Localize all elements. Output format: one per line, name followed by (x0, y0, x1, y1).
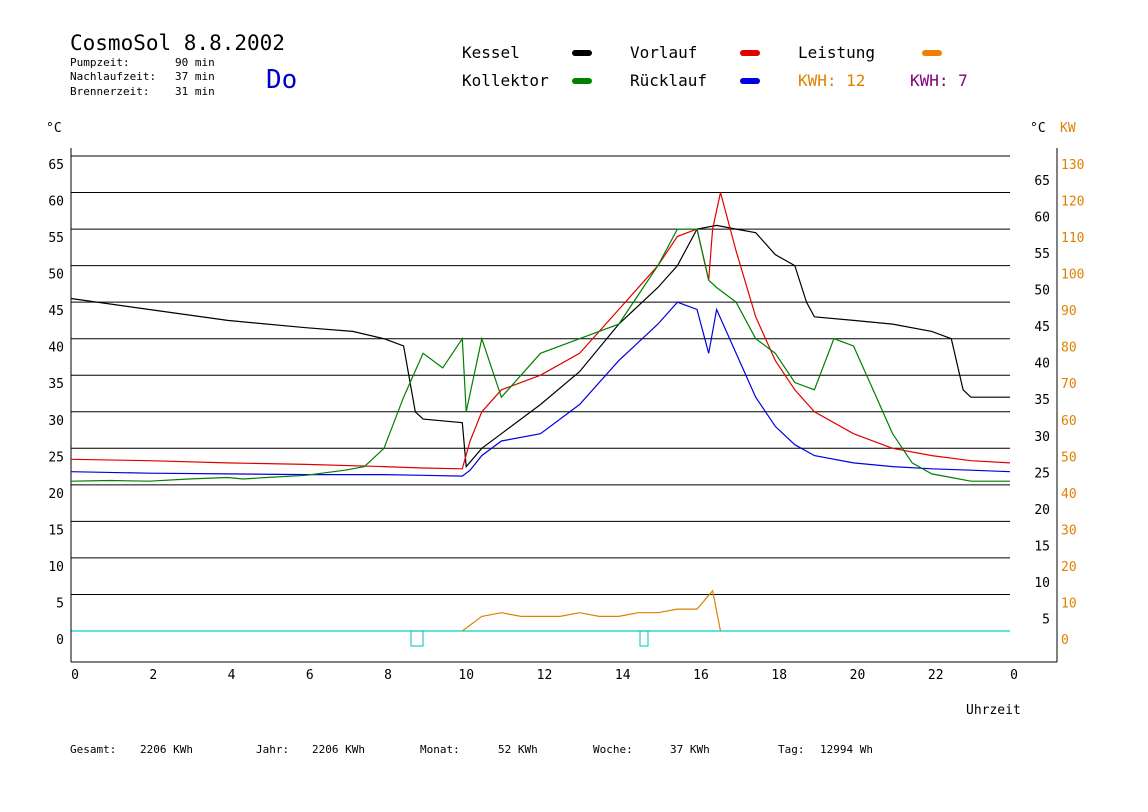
y-left-tick-label: 55 (48, 231, 64, 246)
legend-label-kollektor: Kollektor (462, 71, 549, 90)
footer-label-monat: Monat: (420, 743, 460, 756)
right-axis-unit-celsius: °C (1030, 121, 1046, 136)
footer-value-gesamt: 2206 KWh (140, 743, 193, 756)
series-line-leistung (461, 589, 722, 632)
series-line-kollektor (70, 228, 1010, 482)
y-right-c-tick-label: 45 (1034, 320, 1050, 335)
legend-label-vorlauf: Vorlauf (630, 43, 697, 62)
weekday-label: Do (266, 65, 297, 95)
y-left-tick-label: 5 (56, 596, 64, 611)
legend-label-kessel: Kessel (462, 43, 520, 62)
series-lines (70, 192, 1011, 632)
series-line-vorlauf (70, 192, 1011, 470)
x-tick-label: 6 (306, 668, 314, 683)
y-right-kw-tick-label: 110 (1061, 231, 1084, 246)
footer-label-tag: Tag: (778, 743, 805, 756)
y-right-kw-tick-label: 80 (1061, 341, 1077, 356)
x-tick-label: 2 (149, 668, 157, 683)
tick-labels: 0510152025303540455055606551015202530354… (48, 158, 1084, 683)
burner-marker (639, 630, 649, 647)
y-right-kw-tick-label: 40 (1061, 487, 1077, 502)
left-axis-unit: °C (46, 121, 62, 136)
footer-value-woche: 37 KWh (670, 743, 710, 756)
y-right-c-tick-label: 60 (1034, 211, 1050, 226)
info-label-brennerzeit: Brennerzeit: (70, 85, 149, 98)
y-right-kw-tick-label: 50 (1061, 450, 1077, 465)
y-right-c-tick-label: 50 (1034, 284, 1050, 299)
y-right-c-tick-label: 35 (1034, 393, 1050, 408)
footer-label-gesamt: Gesamt: (70, 743, 116, 756)
y-left-tick-label: 15 (48, 523, 64, 538)
chart-title: CosmoSol 8.8.2002 (70, 31, 285, 55)
y-right-kw-tick-label: 70 (1061, 377, 1077, 392)
x-tick-label: 0 (71, 668, 79, 683)
y-right-c-tick-label: 20 (1034, 503, 1050, 518)
y-right-kw-tick-label: 90 (1061, 304, 1077, 319)
footer-label-jahr: Jahr: (256, 743, 289, 756)
kwh-total-leistung: KWH: 12 (798, 71, 865, 90)
x-tick-label: 4 (228, 668, 236, 683)
x-tick-label: 14 (615, 668, 631, 683)
y-left-tick-label: 60 (48, 195, 64, 210)
x-tick-label: 12 (537, 668, 553, 683)
axes (70, 148, 1058, 663)
y-right-c-tick-label: 30 (1034, 430, 1050, 445)
kwh-total-secondary: KWH: 7 (910, 71, 968, 90)
y-left-tick-label: 65 (48, 158, 64, 173)
footer-value-jahr: 2206 KWh (312, 743, 365, 756)
y-right-kw-tick-label: 30 (1061, 523, 1077, 538)
y-left-tick-label: 45 (48, 304, 64, 319)
y-right-kw-tick-label: 100 (1061, 268, 1084, 283)
y-right-kw-tick-label: 20 (1061, 560, 1077, 575)
y-right-kw-tick-label: 60 (1061, 414, 1077, 429)
y-right-kw-tick-label: 10 (1061, 596, 1077, 611)
y-right-c-tick-label: 25 (1034, 466, 1050, 481)
right-axis-unit-kw: KW (1060, 121, 1076, 136)
y-right-c-tick-label: 55 (1034, 247, 1050, 262)
y-left-tick-label: 0 (56, 633, 64, 648)
legend-label-ruecklauf: Rücklauf (630, 71, 707, 90)
y-left-tick-label: 40 (48, 341, 64, 356)
y-left-tick-label: 10 (48, 560, 64, 575)
footer-label-woche: Woche: (593, 743, 633, 756)
footer-value-tag: 12994 Wh (820, 743, 873, 756)
series-line-rücklauf (70, 301, 1011, 477)
y-right-c-tick-label: 10 (1034, 576, 1050, 591)
info-label-pumpzeit: Pumpzeit: (70, 56, 130, 69)
footer-value-monat: 52 KWh (498, 743, 538, 756)
x-tick-label: 20 (850, 668, 866, 683)
burner-marker (410, 630, 424, 647)
y-right-kw-tick-label: 130 (1061, 158, 1084, 173)
info-value-pumpzeit: 90 min (175, 56, 215, 69)
x-tick-label: 22 (928, 668, 944, 683)
x-tick-label: 0 (1010, 668, 1018, 683)
x-tick-label: 10 (458, 668, 474, 683)
y-left-tick-label: 50 (48, 268, 64, 283)
info-value-brennerzeit: 31 min (175, 85, 215, 98)
x-tick-label: 8 (384, 668, 392, 683)
y-right-c-tick-label: 40 (1034, 357, 1050, 372)
x-tick-label: 16 (693, 668, 709, 683)
y-right-kw-tick-label: 120 (1061, 195, 1084, 210)
y-left-tick-label: 35 (48, 377, 64, 392)
y-right-c-tick-label: 65 (1034, 174, 1050, 189)
y-right-c-tick-label: 5 (1042, 612, 1050, 627)
series-line-kessel (70, 224, 1010, 469)
grid-lines (71, 155, 1010, 647)
y-right-c-tick-label: 15 (1034, 539, 1050, 554)
y-left-tick-label: 30 (48, 414, 64, 429)
y-right-kw-tick-label: 0 (1061, 633, 1069, 648)
y-left-tick-label: 20 (48, 487, 64, 502)
info-value-nachlaufzeit: 37 min (175, 70, 215, 83)
y-left-tick-label: 25 (48, 450, 64, 465)
legend-label-leistung: Leistung (798, 43, 875, 62)
info-label-nachlaufzeit: Nachlaufzeit: (70, 70, 156, 83)
x-axis-label: Uhrzeit (966, 703, 1021, 718)
x-tick-label: 18 (771, 668, 787, 683)
